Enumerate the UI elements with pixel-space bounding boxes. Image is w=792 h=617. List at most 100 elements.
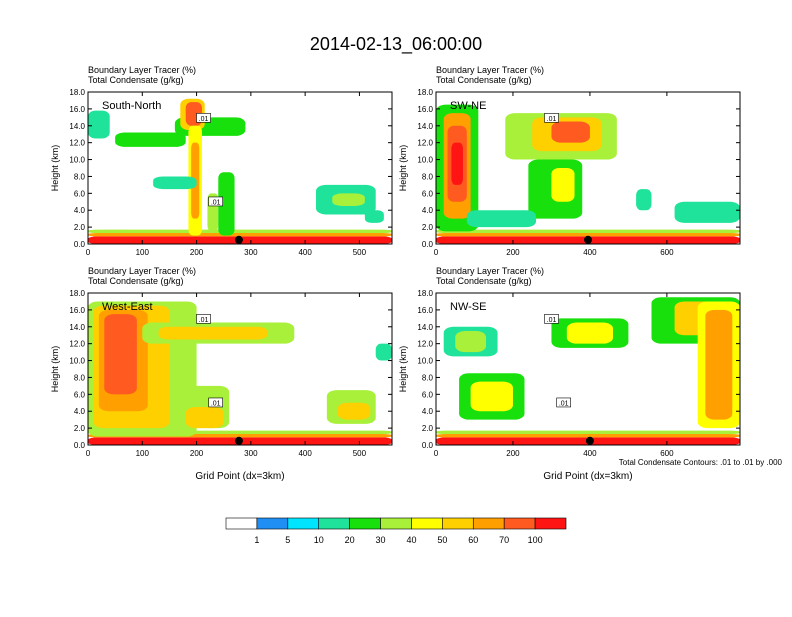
colorbar-swatch <box>534 517 567 530</box>
plot-frame <box>87 91 393 245</box>
contour-label: .01 <box>199 116 209 123</box>
panel-header-condensate: Total Condensate (g/kg) <box>88 75 184 85</box>
colorbar-swatch <box>503 517 536 530</box>
tracer-region <box>551 168 575 202</box>
contour-label-box <box>196 113 211 123</box>
x-tick-label: 0 <box>86 449 91 458</box>
y-axis-label: Height (km) <box>398 346 408 393</box>
panel-2: Boundary Layer Tracer (%)Total Condensat… <box>398 65 741 257</box>
x-tick-label: 0 <box>434 449 439 458</box>
x-tick-label: 300 <box>244 248 258 257</box>
filled-contours <box>436 297 740 445</box>
tracer-region <box>375 343 392 361</box>
y-tick-label: 2.0 <box>74 223 86 232</box>
y-tick-label: 16.0 <box>417 306 433 315</box>
plot-frame <box>87 292 393 446</box>
x-axis-label: Grid Point (dx=3km) <box>543 471 632 482</box>
tracer-region <box>88 110 110 139</box>
x-tick-label: 200 <box>190 248 204 257</box>
contour-label: .01 <box>547 116 557 123</box>
colorbar-swatch <box>287 517 320 530</box>
tracer-region <box>436 233 740 237</box>
colorbar-swatch <box>225 517 258 530</box>
contour-label: .01 <box>559 400 569 407</box>
x-tick-label: 200 <box>190 449 204 458</box>
panel-header-condensate: Total Condensate (g/kg) <box>436 276 532 286</box>
tracer-region <box>551 121 590 143</box>
contour-label-box <box>208 196 223 207</box>
y-tick-label: 14.0 <box>69 122 85 131</box>
tracer-region <box>674 201 740 223</box>
y-tick-label: 0.0 <box>422 240 434 249</box>
x-axis-label: Grid Point (dx=3km) <box>195 471 284 482</box>
y-tick-label: 10.0 <box>69 156 85 165</box>
tracer-region <box>153 176 197 190</box>
y-tick-label: 6.0 <box>422 390 434 399</box>
panel-header-tracer: Boundary Layer Tracer (%) <box>436 65 544 75</box>
y-tick-label: 8.0 <box>74 373 86 382</box>
colorbar-label: 30 <box>376 535 386 545</box>
tracer-region <box>566 322 614 344</box>
x-tick-label: 0 <box>86 248 91 257</box>
y-tick-label: 0.0 <box>74 441 86 450</box>
location-marker <box>584 235 592 244</box>
y-tick-label: 0.0 <box>422 441 434 450</box>
y-tick-label: 4.0 <box>422 206 434 215</box>
tracer-region <box>185 407 224 429</box>
tracer-region <box>466 210 537 228</box>
location-marker <box>234 436 243 445</box>
tracer-region <box>115 132 186 147</box>
contour-label-box <box>556 397 571 408</box>
y-tick-label: 4.0 <box>74 407 86 416</box>
tracer-region <box>364 210 384 223</box>
colorbar-swatch <box>318 517 350 530</box>
x-tick-label: 0 <box>434 248 439 257</box>
figure-title: 2014-02-13_06:00:00 <box>310 34 482 55</box>
x-tick-label: 300 <box>244 449 258 458</box>
contour-label-box <box>196 314 211 324</box>
y-tick-label: 12.0 <box>417 139 433 148</box>
y-tick-label: 18.0 <box>417 289 433 298</box>
contour-label-box <box>544 314 559 324</box>
y-tick-label: 6.0 <box>74 189 86 198</box>
plot-frame <box>435 91 741 245</box>
y-tick-label: 4.0 <box>74 206 86 215</box>
x-tick-label: 400 <box>298 449 312 458</box>
colorbar-label: 1 <box>254 535 259 545</box>
y-tick-label: 4.0 <box>422 407 434 416</box>
x-tick-label: 200 <box>506 449 520 458</box>
panel-header-condensate: Total Condensate (g/kg) <box>436 75 532 85</box>
colorbar-label: 40 <box>406 535 416 545</box>
panel-title: NW-SE <box>450 301 486 313</box>
plot-area <box>88 92 392 244</box>
location-marker <box>234 235 243 244</box>
contour-label-box <box>208 397 223 408</box>
tracer-region <box>218 172 235 236</box>
tracer-region <box>436 430 740 435</box>
tracer-region <box>104 314 137 395</box>
panel-header-condensate: Total Condensate (g/kg) <box>88 276 184 286</box>
tracer-region <box>436 434 740 438</box>
x-tick-label: 600 <box>660 449 674 458</box>
filled-contours <box>88 301 392 445</box>
y-tick-label: 18.0 <box>69 88 85 97</box>
tracer-region <box>88 229 392 234</box>
contour-label: .01 <box>211 400 221 407</box>
colorbar-label: 60 <box>468 535 478 545</box>
y-axis-label: Height (km) <box>398 145 408 192</box>
colorbar: 1 5 10 20 30 40 50 60 70 100 <box>225 517 567 545</box>
x-tick-label: 600 <box>660 248 674 257</box>
tracer-region <box>451 142 463 185</box>
y-tick-label: 6.0 <box>422 189 434 198</box>
panel-1: Boundary Layer Tracer (%)Total Condensat… <box>50 65 393 257</box>
panel-header-tracer: Boundary Layer Tracer (%) <box>436 266 544 276</box>
colorbar-swatch <box>256 517 289 530</box>
colorbar-label: 20 <box>345 535 355 545</box>
colorbar-label: 70 <box>499 535 509 545</box>
plot-frame <box>435 292 741 446</box>
y-tick-label: 16.0 <box>69 306 85 315</box>
tracer-region <box>158 326 268 340</box>
y-tick-label: 18.0 <box>417 88 433 97</box>
panel-title: South-North <box>102 100 161 112</box>
colorbar-swatch <box>380 517 412 530</box>
